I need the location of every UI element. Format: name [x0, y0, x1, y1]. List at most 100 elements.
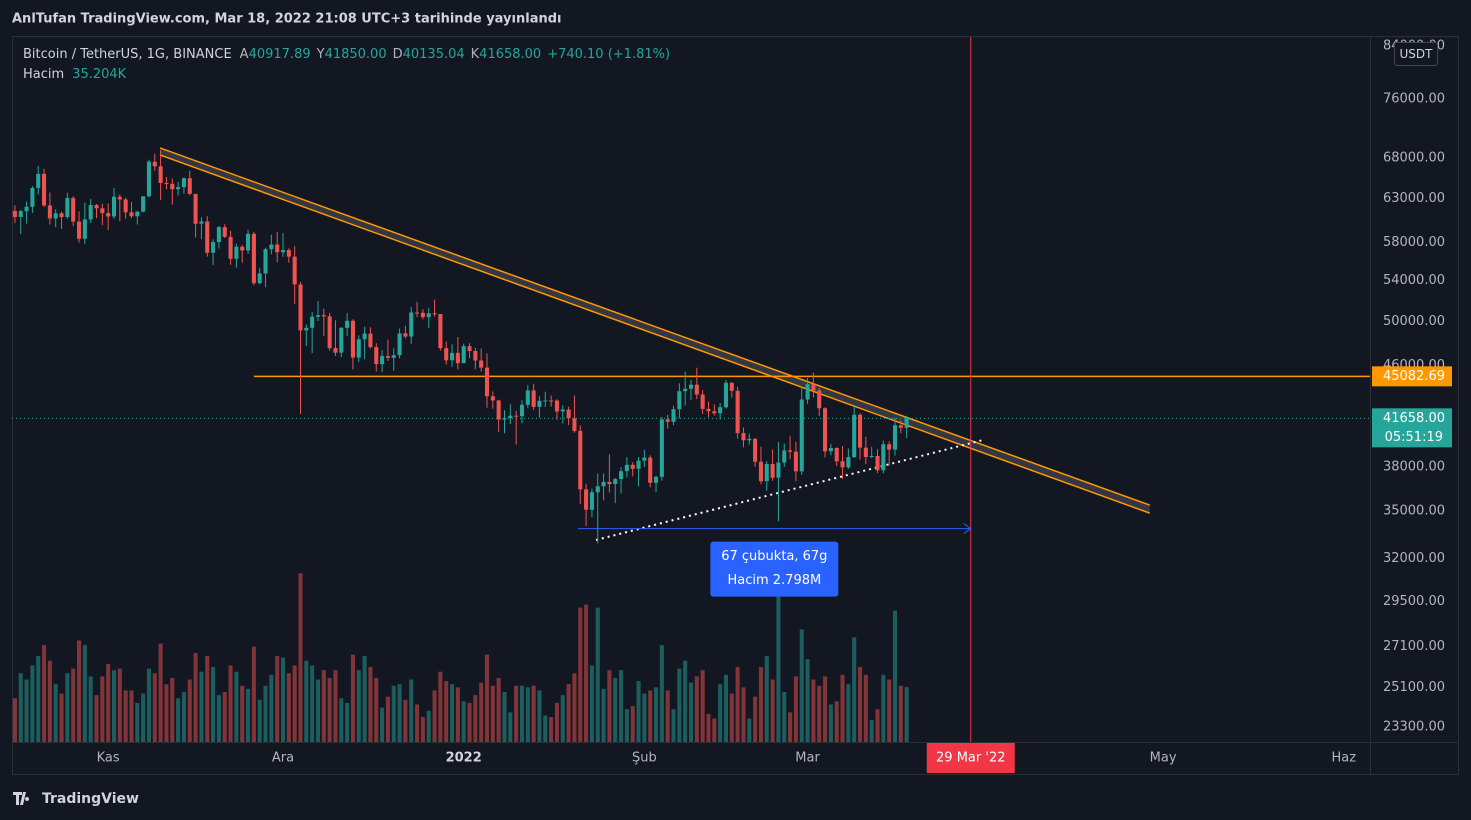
volume-bar: [648, 690, 653, 742]
candle-body: [753, 438, 758, 462]
volume-bar: [275, 656, 280, 742]
volume-bar: [100, 676, 105, 742]
channel-fill: [160, 147, 1150, 514]
candle-body: [560, 409, 565, 412]
volume-bar: [146, 668, 152, 742]
volume-bar: [665, 690, 670, 742]
x-tick-label: May: [1150, 751, 1177, 766]
y-tick-label: 35000.00: [1383, 503, 1445, 518]
candle-body: [694, 384, 699, 395]
volume-bar: [409, 679, 414, 742]
channel-line: [159, 154, 1150, 514]
volume-bar: [438, 671, 443, 742]
volume-bar: [199, 671, 204, 742]
volume-bar: [753, 696, 758, 742]
volume-bar: [613, 677, 618, 742]
volume-bar: [315, 679, 321, 742]
volume-bar: [490, 685, 495, 742]
volume-bar: [106, 663, 111, 742]
volume-bar: [269, 674, 274, 742]
y-tick-label: 23300.00: [1383, 719, 1445, 734]
volume-bar: [718, 684, 723, 742]
candle-body: [24, 206, 29, 212]
volume-bar: [496, 677, 501, 742]
footer-logo: TradingView: [13, 791, 139, 807]
volume-bar: [310, 665, 315, 742]
volume-bar: [846, 684, 851, 742]
last-price-box: [1372, 408, 1452, 448]
last-price-label: 41658.00: [1383, 411, 1445, 426]
volume-bar: [380, 707, 385, 742]
candle-body: [729, 382, 734, 391]
volume-bar: [397, 684, 402, 742]
volume-bar: [712, 718, 717, 742]
volume-bar: [723, 674, 729, 742]
volume-bar: [706, 713, 711, 742]
candle-body: [537, 400, 542, 407]
candle-body: [683, 388, 688, 392]
candle-body: [578, 430, 583, 490]
candle-body: [723, 382, 729, 408]
candle-body: [356, 339, 361, 358]
candle-body: [747, 438, 752, 441]
legend-row: Bitcoin / TetherUS, 1G, BINANCE A40917.89…: [23, 45, 676, 65]
candle-body: [758, 461, 763, 482]
symbol: Bitcoin / TetherUS, 1G, BINANCE: [23, 47, 232, 62]
volume: 35.204K: [72, 67, 127, 82]
candle-body: [211, 242, 216, 253]
volume-bar: [94, 695, 99, 742]
volume-bar: [788, 712, 793, 742]
y-tick-label: 32000.00: [1383, 551, 1445, 566]
volume-bar: [479, 682, 484, 742]
volume-bar: [671, 709, 676, 742]
volume-bar: [82, 645, 87, 742]
volume-bar: [508, 712, 513, 742]
volume-bar: [828, 704, 833, 742]
candle-body: [543, 400, 548, 402]
x-tick-label: Mar: [795, 751, 820, 766]
volume-bar: [636, 681, 641, 742]
volume-bar: [193, 652, 198, 742]
volume-key: Hacim: [23, 67, 65, 82]
time-label: 29 Mar '22: [936, 751, 1005, 766]
volume-bar: [887, 679, 892, 742]
candle-body: [852, 414, 857, 458]
volume-bar: [444, 681, 449, 742]
volume-bar: [461, 701, 466, 742]
volume-bar: [257, 699, 262, 742]
candle-body: [280, 250, 286, 253]
candle-body: [420, 312, 425, 318]
volume-bar: [525, 687, 530, 742]
y-tick-label: 76000.00: [1383, 91, 1445, 106]
candle-body: [718, 407, 723, 414]
volume-bar: [42, 645, 47, 742]
volume-bar: [420, 717, 425, 742]
volume-bar: [403, 699, 408, 742]
volume-bar: [234, 671, 239, 742]
volume-bar: [904, 687, 909, 742]
support-line: [595, 439, 983, 541]
candle-body: [805, 384, 810, 400]
candle-body: [444, 348, 449, 361]
candle-body: [776, 462, 781, 478]
volume-bar: [246, 688, 251, 742]
y-tick-label: 58000.00: [1383, 235, 1445, 250]
candle-body: [712, 411, 717, 414]
currency-button[interactable]: USDT: [1394, 42, 1438, 66]
volume-bar: [694, 676, 699, 742]
candle-body: [449, 352, 455, 361]
candle-body: [315, 315, 321, 317]
candle-body: [782, 450, 787, 463]
volume-bar: [426, 710, 431, 742]
candle-body: [222, 227, 227, 237]
candle-body: [82, 219, 87, 239]
measure-label: 67 çubukta, 67g: [721, 549, 827, 564]
candle-body: [525, 390, 530, 405]
header-title: AnlTufan TradingView.com, Mar 18, 2022 2…: [12, 12, 561, 27]
volume-bar: [304, 660, 309, 742]
volume-bar: [764, 656, 769, 742]
volume-bar: [729, 693, 734, 742]
countdown-label: 05:51:19: [1385, 430, 1443, 445]
measure-label: Hacim 2.798M: [727, 573, 821, 588]
volume-bar: [181, 692, 186, 742]
